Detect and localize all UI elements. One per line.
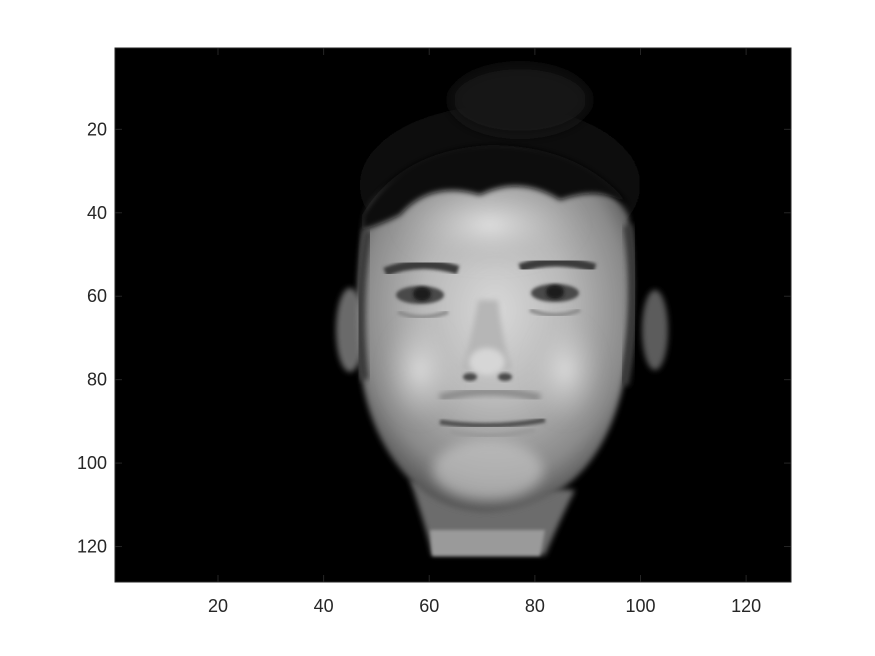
y-tick-label: 100 [77, 453, 107, 473]
y-tick-label: 40 [87, 203, 107, 223]
x-axis: 20 40 60 80 100 120 [208, 48, 761, 616]
x-tick-label: 20 [208, 596, 228, 616]
y-tick-label: 20 [87, 119, 107, 139]
y-tick-label: 120 [77, 537, 107, 557]
y-tick-label: 80 [87, 370, 107, 390]
image-area [114, 47, 792, 583]
y-tick-label: 60 [87, 286, 107, 306]
x-tick-label: 40 [314, 596, 334, 616]
x-tick-label: 120 [731, 596, 761, 616]
y-axis: 20 40 60 80 100 120 [77, 119, 791, 557]
right-ear [642, 290, 668, 370]
hair-fringe [362, 145, 630, 230]
grayscale-face-image [336, 65, 668, 556]
x-tick-label: 60 [419, 596, 439, 616]
right-eyebrow [518, 257, 597, 273]
left-eyebrow [383, 259, 460, 277]
x-tick-label: 100 [625, 596, 655, 616]
mouth [439, 417, 546, 429]
x-tick-label: 80 [525, 596, 545, 616]
axes-box [114, 47, 792, 583]
